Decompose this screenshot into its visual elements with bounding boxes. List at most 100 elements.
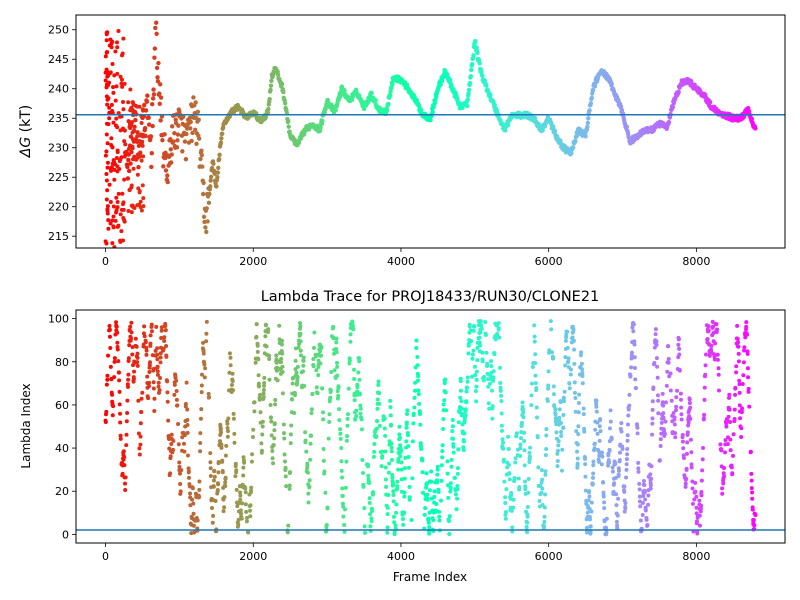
lambda-point [690,486,695,491]
lambda-point [298,321,303,326]
lambda-point [434,501,439,506]
lambda-point [314,385,319,390]
lambda-point [264,344,269,349]
dg-point [465,97,470,102]
dg-point [126,208,131,213]
lambda-point [683,484,688,489]
lambda-point [520,400,525,405]
lambda-point [563,363,568,368]
dg-point [570,145,576,150]
lambda-point [518,442,523,447]
lambda-point [212,474,217,479]
lambda-point [445,471,450,476]
lambda-point [213,499,218,504]
lambda-point [127,343,132,348]
dg-point [184,131,189,137]
lambda-point [742,345,747,350]
dg-point [318,125,323,130]
lambda-point [231,388,236,393]
dg-point [108,71,113,76]
lambda-point [543,453,548,458]
lambda-point [280,364,285,369]
lambda-point [517,485,522,490]
lambda-point [650,399,655,404]
lambda-point [679,405,684,410]
lambda-panel: Lambda Trace for PROJ18433/RUN30/CLONE21… [19,289,786,584]
lambda-point [356,370,361,375]
lambda-point [679,412,684,417]
dg-point [128,134,134,139]
dg-point [206,200,212,206]
dg-y-tick-label: 235 [48,112,69,125]
lambda-point [308,457,313,462]
dg-point [191,95,196,100]
lambda-point [648,486,653,491]
lambda-point [528,445,533,450]
lambda-point [269,433,274,438]
dg-point [161,164,166,169]
lambda-point [199,383,204,388]
dg-point [171,139,176,144]
lambda-point [489,359,494,364]
lambda-point [309,411,314,416]
lambda-point [673,435,678,440]
lambda-y-tick-label: 40 [55,442,69,455]
lambda-point [473,373,478,378]
dg-point [131,102,136,107]
dg-panel: 0 2000 4000 6000 8000 2152202252302352402452… [18,14,786,268]
lambda-point [124,443,129,448]
lambda-point [582,429,587,434]
lambda-point [744,320,749,325]
lambda-point [246,530,251,535]
lambda-point [503,516,508,521]
lambda-point [186,469,191,474]
lambda-point [727,395,732,400]
dg-point [158,118,163,123]
lambda-point [616,496,621,501]
lambda-point [467,324,472,329]
lambda-point [701,416,706,421]
lambda-point [750,490,755,495]
dg-point [107,80,112,85]
lambda-point [518,446,523,451]
lambda-point [222,505,227,510]
lambda-point [544,447,549,452]
lambda-point [177,471,182,476]
lambda-point [335,360,340,365]
lambda-point [530,365,535,370]
lambda-point [287,486,292,491]
lambda-point [314,354,319,359]
dg-point [216,165,221,171]
lambda-point [599,462,604,467]
lambda-point [375,406,380,411]
dg-point [110,62,115,67]
lambda-point [499,399,504,404]
dg-point [165,173,170,178]
lambda-point [615,513,620,518]
lambda-point [298,348,303,353]
lambda-point [412,388,417,393]
lambda-point [415,378,420,383]
lambda-point [607,426,612,431]
dg-point [114,210,119,215]
lambda-point [396,467,401,472]
lambda-point [190,497,195,502]
dg-point [455,96,460,101]
dg-point [119,77,124,82]
lambda-point [551,356,556,361]
lambda-point [345,416,350,421]
lambda-point [311,345,316,350]
dg-point [153,25,158,31]
lambda-point [496,326,501,331]
lambda-point [335,364,340,369]
lambda-point [441,417,446,422]
lambda-point [164,344,169,349]
dg-point [286,124,291,129]
dg-point [168,137,173,142]
lambda-y-tick-label: 0 [62,528,69,541]
lambda-point [367,496,372,501]
lambda-point [469,339,474,344]
lambda-point [195,518,200,523]
lambda-point [309,407,314,412]
lambda-point [635,425,640,430]
